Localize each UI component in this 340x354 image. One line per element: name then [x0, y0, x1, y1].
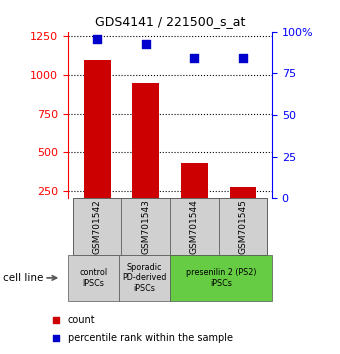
Point — [95, 36, 100, 41]
Title: GDS4141 / 221500_s_at: GDS4141 / 221500_s_at — [95, 15, 245, 28]
Bar — [219, 198, 267, 255]
Point — [240, 56, 245, 61]
Text: GSM701545: GSM701545 — [238, 199, 248, 254]
Bar — [119, 255, 170, 301]
Point — [53, 318, 58, 323]
Text: GSM701543: GSM701543 — [141, 199, 150, 254]
Bar — [73, 198, 121, 255]
Point — [191, 56, 197, 61]
Text: percentile rank within the sample: percentile rank within the sample — [68, 333, 233, 343]
Bar — [230, 188, 256, 198]
Text: presenilin 2 (PS2)
iPSCs: presenilin 2 (PS2) iPSCs — [186, 268, 256, 287]
Text: count: count — [68, 315, 95, 325]
Text: GSM701544: GSM701544 — [190, 199, 199, 254]
Bar — [132, 83, 159, 198]
Text: Sporadic
PD-derived
iPSCs: Sporadic PD-derived iPSCs — [122, 263, 167, 293]
Bar — [170, 198, 219, 255]
Point — [143, 41, 149, 46]
Point — [53, 335, 58, 341]
Bar — [121, 198, 170, 255]
Text: cell line: cell line — [3, 273, 44, 283]
Text: GSM701542: GSM701542 — [92, 199, 102, 254]
Bar — [170, 255, 272, 301]
Bar — [181, 163, 208, 198]
Bar — [68, 255, 119, 301]
Bar — [84, 59, 110, 198]
Text: control
IPSCs: control IPSCs — [80, 268, 107, 287]
